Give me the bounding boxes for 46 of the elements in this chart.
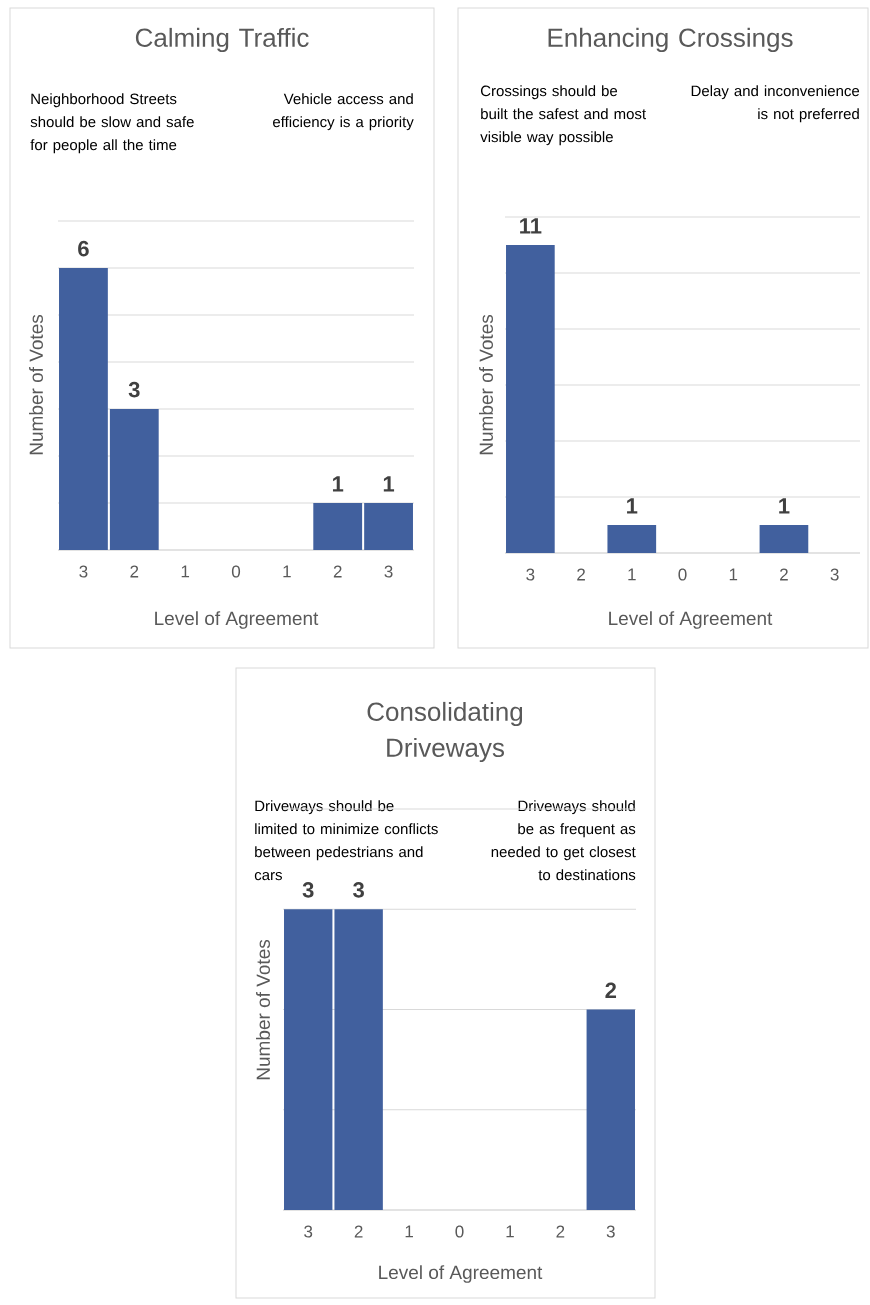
x-tick-label: 2 [780, 568, 788, 581]
x-tick-label: 3 [526, 568, 535, 581]
x-tick-label: 3 [304, 1225, 313, 1238]
x-tick-label: 2 [333, 565, 342, 578]
x-tick-label: 2 [577, 568, 585, 581]
x-axis-title: Level of Agreement [379, 1265, 543, 1283]
data-label: 3 [353, 882, 364, 898]
data-label: 1 [627, 498, 638, 514]
x-tick-label: 1 [628, 568, 636, 581]
y-axis-title: Number of Votes [256, 939, 270, 1080]
data-label: 2 [605, 982, 617, 998]
text: Vehicle access and efficiency is a priority [273, 93, 414, 131]
x-tick-label: 1 [283, 565, 291, 578]
y-axis-title: Number of Votes [479, 314, 493, 455]
data-label: 6 [78, 240, 89, 257]
x-tick-label: 1 [405, 1225, 413, 1238]
x-tick-label: 0 [678, 568, 687, 581]
x-tick-label: 0 [231, 565, 241, 578]
data-label: 1 [332, 476, 344, 492]
x-tick-label: 3 [79, 565, 88, 578]
chart-title: Consolidating Driveways [367, 701, 523, 763]
x-tick-label: 3 [384, 565, 393, 578]
chart-title: Enhancing Crossings [548, 27, 793, 53]
data-label: 3 [128, 381, 140, 398]
x-tick-label: 2 [556, 1225, 565, 1238]
chart-title: Calming Traffic [135, 27, 309, 53]
text: Crossings should be built the safest and most visible way possible [480, 85, 646, 146]
x-tick-label: 3 [606, 1225, 615, 1238]
annotation: Driveways should be as frequent as needed to get closest to destinations [491, 800, 636, 881]
x-tick-label: 0 [455, 1225, 464, 1238]
x-tick-label: 1 [729, 568, 738, 581]
data-label: 1 [779, 498, 790, 514]
x-tick-label: 2 [354, 1225, 363, 1238]
y-axis-title: Number of Votes [29, 314, 43, 455]
x-tick-label: 1 [506, 1225, 514, 1238]
data-label: 11 [520, 218, 542, 234]
text: Neighborhood Streets should be slow and safe for people all the time [30, 93, 194, 154]
data-label: 1 [383, 476, 395, 492]
x-axis-title: Level of Agreement [609, 611, 773, 629]
text: Delay and inconvenience is not preferred [691, 85, 860, 123]
x-axis-title: Level of Agreement [155, 611, 319, 629]
data-label: 3 [302, 882, 314, 898]
x-tick-label: 2 [130, 565, 139, 578]
x-tick-label: 3 [830, 568, 839, 581]
annotation: Driveways should be limited to minimize conflicts between pedestrians and cars [254, 800, 438, 881]
x-tick-label: 1 [181, 565, 190, 578]
